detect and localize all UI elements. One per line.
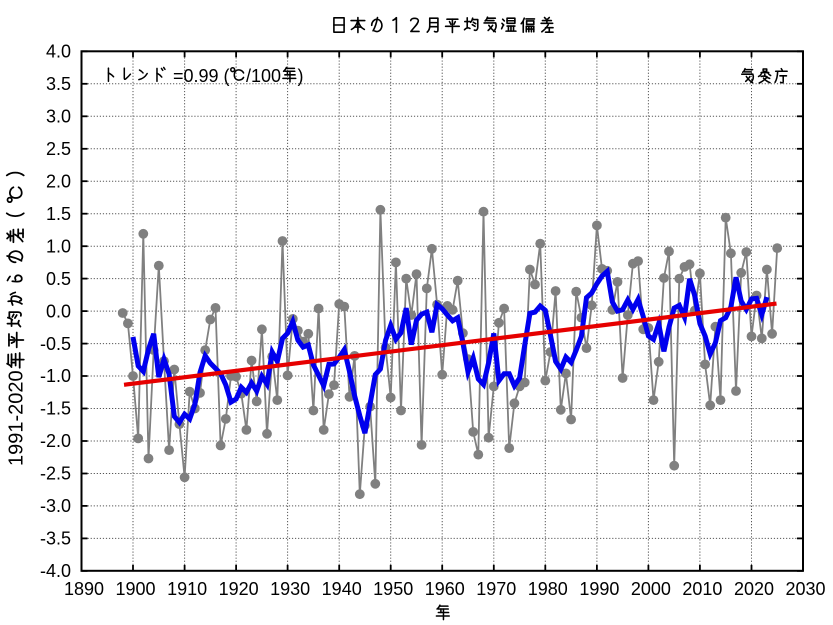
svg-text:=0.99 (: =0.99 ( [173, 66, 230, 86]
svg-text:2020: 2020 [734, 579, 774, 599]
svg-text:1940: 1940 [322, 579, 362, 599]
svg-text:2010: 2010 [682, 579, 722, 599]
svg-text:-3.5: -3.5 [40, 529, 71, 549]
svg-text:2000: 2000 [631, 579, 671, 599]
svg-text:-2.5: -2.5 [40, 464, 71, 484]
svg-text:1920: 1920 [219, 579, 259, 599]
svg-text:0.5: 0.5 [46, 269, 71, 289]
svg-text:1900: 1900 [115, 579, 155, 599]
svg-text:1930: 1930 [270, 579, 310, 599]
svg-text:3.5: 3.5 [46, 74, 71, 94]
svg-text:-2.0: -2.0 [40, 431, 71, 451]
svg-text:1890: 1890 [64, 579, 104, 599]
svg-text:2.5: 2.5 [46, 139, 71, 159]
svg-text:-1.5: -1.5 [40, 399, 71, 419]
svg-text:1990: 1990 [579, 579, 619, 599]
svg-text:1960: 1960 [425, 579, 465, 599]
svg-text:-1.0: -1.0 [40, 366, 71, 386]
svg-text:1950: 1950 [373, 579, 413, 599]
svg-text:4.0: 4.0 [46, 42, 71, 62]
svg-text:1910: 1910 [167, 579, 207, 599]
svg-text:0.0: 0.0 [46, 301, 71, 321]
svg-text:1980: 1980 [528, 579, 568, 599]
svg-text:1991-2020: 1991-2020 [6, 370, 28, 466]
svg-text:-0.5: -0.5 [40, 334, 71, 354]
svg-text:1.0: 1.0 [46, 236, 71, 256]
svg-text:2030: 2030 [785, 579, 825, 599]
svg-text:3.0: 3.0 [46, 107, 71, 127]
svg-text:/100: /100 [246, 66, 281, 86]
svg-text:1.5: 1.5 [46, 204, 71, 224]
svg-text:2.0: 2.0 [46, 171, 71, 191]
svg-text:): ) [298, 66, 304, 86]
svg-text:-3.0: -3.0 [40, 496, 71, 516]
svg-text:1970: 1970 [476, 579, 516, 599]
svg-text:-4.0: -4.0 [40, 561, 71, 581]
